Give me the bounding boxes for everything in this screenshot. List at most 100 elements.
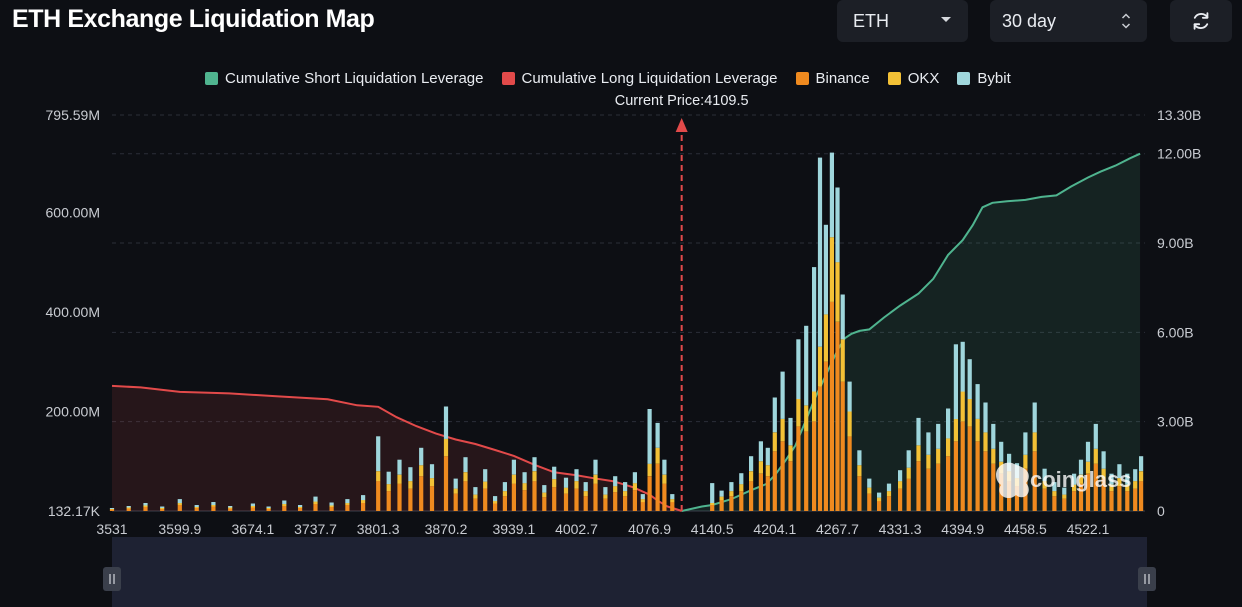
zoom-handle-left[interactable] (103, 567, 121, 591)
bar-bybit-98 (1133, 469, 1138, 482)
bar-bybit-83 (1007, 453, 1012, 472)
bar-bybit-22 (443, 406, 449, 439)
x-tick-label-9: 4140.5 (691, 521, 734, 537)
bar-bybit-23 (453, 478, 458, 489)
bar-okx-20 (419, 465, 424, 477)
bar-okx-10 (282, 504, 287, 506)
bar-binance-62 (829, 301, 834, 511)
x-tick-label-11: 4267.7 (816, 521, 859, 537)
bar-okx-49 (729, 491, 734, 497)
bar-binance-31 (532, 481, 537, 511)
bar-okx-69 (886, 491, 892, 497)
asset-select[interactable]: ETH (837, 0, 968, 42)
bar-okx-40 (623, 491, 628, 497)
bar-binance-91 (1078, 483, 1084, 511)
bar-binance-94 (1101, 478, 1106, 511)
bar-bybit-86 (1032, 402, 1037, 433)
bar-binance-37 (593, 483, 598, 511)
bar-binance-93 (1093, 463, 1098, 511)
legend-item-okx[interactable]: OKX (887, 70, 939, 87)
bar-bybit-88 (1052, 482, 1057, 492)
bar-okx-65 (847, 411, 852, 437)
bar-bybit-36 (583, 482, 588, 492)
bar-okx-55 (780, 418, 785, 442)
y-left-tick-label-1: 600.00M (46, 204, 100, 220)
bar-bybit-92 (1085, 441, 1091, 462)
long-cumulative-area (112, 385, 682, 511)
range-select[interactable]: 30 day (990, 0, 1147, 42)
bar-bybit-74 (936, 423, 941, 449)
bar-bybit-7 (228, 506, 233, 508)
bar-bybit-59 (812, 267, 817, 392)
bar-binance-75 (946, 456, 951, 511)
bar-binance-7 (228, 508, 233, 511)
x-tick-label-10: 4204.1 (753, 521, 796, 537)
legend-item-long[interactable]: Cumulative Long Liquidation Leverage (501, 70, 778, 87)
bar-bybit-43 (647, 409, 652, 464)
current-price-marker: Current Price:4109.5 (615, 93, 749, 511)
legend-swatch-short (205, 72, 218, 85)
bar-okx-96 (1117, 478, 1122, 487)
bar-okx-4 (177, 503, 182, 505)
bar-okx-25 (473, 494, 478, 499)
page-title: ETH Exchange Liquidation Map (12, 5, 375, 33)
bar-okx-61 (823, 314, 828, 362)
y-left-tick-label-4: 132.17K (48, 503, 101, 519)
legend-swatch-okx (887, 72, 901, 85)
bar-okx-88 (1052, 491, 1057, 497)
legend-item-bybit[interactable]: Bybit (957, 70, 1011, 87)
bar-okx-41 (632, 483, 637, 491)
bar-bybit-87 (1042, 468, 1047, 482)
y-right-tick-label-0: 13.30B (1157, 107, 1201, 123)
zoom-handle-right[interactable] (1138, 567, 1156, 591)
bar-bybit-48 (719, 490, 724, 497)
bar-bybit-96 (1117, 464, 1122, 479)
bar-binance-71 (906, 478, 911, 511)
legend-swatch-bybit (957, 72, 971, 85)
bar-bybit-56 (788, 417, 793, 446)
bar-okx-21 (429, 478, 435, 487)
bar-binance-33 (552, 487, 557, 511)
zoom-slider-track[interactable] (112, 537, 1147, 607)
bar-bybit-21 (429, 464, 435, 479)
bar-binance-12 (313, 504, 318, 511)
legend-swatch-binance (795, 72, 809, 85)
refresh-button[interactable] (1170, 0, 1232, 42)
bar-okx-72 (916, 445, 921, 462)
chart-axes: 3531 3599.9 3674.1 3737.7 3801.3 3870.2 3939.1… (46, 107, 1202, 537)
refresh-icon (1193, 12, 1209, 30)
bar-bybit-94 (1101, 451, 1106, 469)
bar-bybit-9 (266, 506, 271, 508)
bar-okx-26 (483, 481, 488, 489)
bar-bybit-37 (593, 459, 598, 475)
bar-bybit-79 (975, 384, 980, 419)
bar-bybit-76 (953, 344, 958, 419)
bar-okx-12 (313, 501, 318, 504)
bar-bybit-40 (623, 482, 628, 492)
bar-binance-8 (250, 507, 255, 511)
legend-item-binance[interactable]: Binance (795, 70, 870, 87)
bar-bybit-61 (823, 224, 828, 315)
bar-binance-53 (765, 476, 770, 511)
bar-binance-81 (991, 463, 996, 511)
bar-okx-64 (840, 339, 845, 382)
current-price-arrow-icon (675, 118, 688, 132)
legend-item-short[interactable]: Cumulative Short Liquidation Leverage (205, 70, 484, 87)
bar-okx-52 (758, 461, 763, 474)
bar-binance-2 (143, 507, 148, 511)
bar-binance-9 (266, 509, 271, 511)
bar-binance-54 (772, 451, 777, 511)
zoom-slider[interactable] (103, 537, 1156, 607)
bar-bybit-4 (177, 499, 182, 504)
bar-bybit-99 (1139, 456, 1144, 472)
bar-binance-15 (361, 503, 366, 511)
bar-binance-48 (719, 500, 724, 511)
bar-bybit-60 (817, 157, 823, 347)
legend-label-short: Cumulative Short Liquidation Leverage (225, 70, 484, 87)
bar-bybit-6 (211, 502, 216, 505)
bar-binance-10 (282, 506, 287, 511)
bar-bybit-52 (758, 441, 763, 462)
bar-okx-14 (345, 503, 350, 505)
bar-bybit-42 (640, 494, 645, 500)
bar-bybit-15 (361, 495, 366, 501)
